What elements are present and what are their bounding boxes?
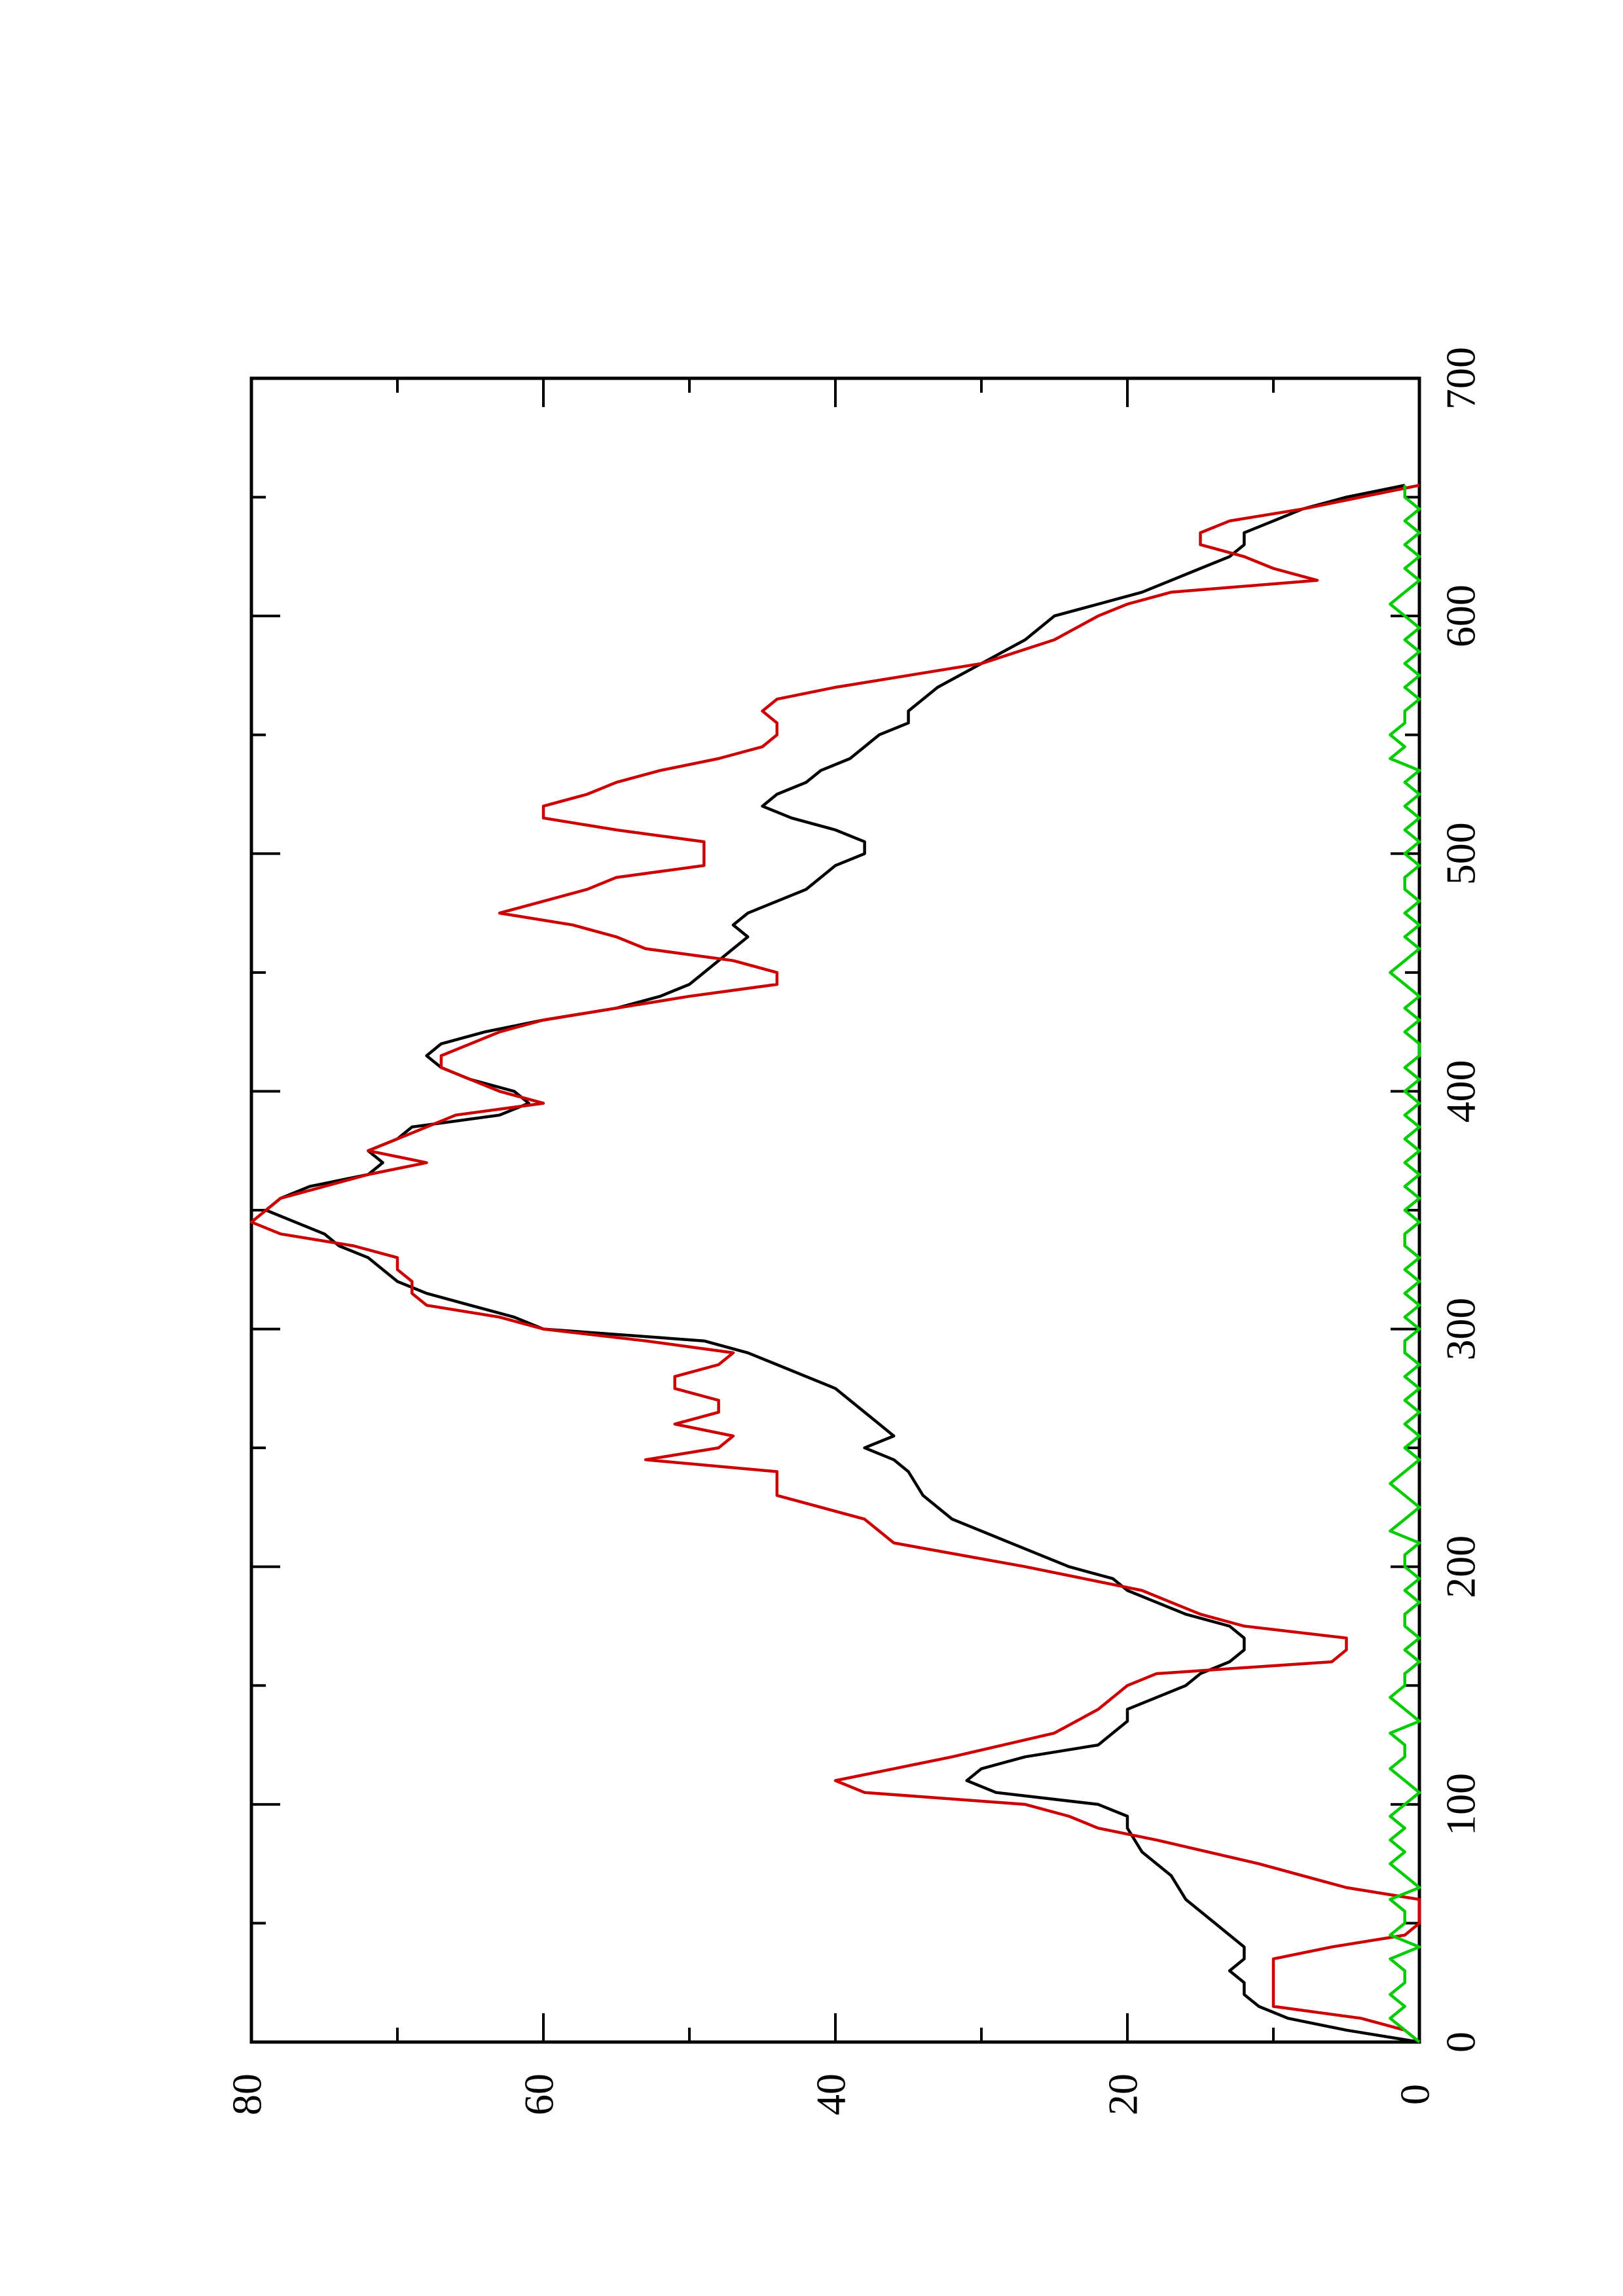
series-group (249, 484, 1421, 2044)
y-tick-label: 20 (1100, 2073, 1146, 2115)
y-tick-label: 60 (516, 2073, 562, 2115)
x-tick-label: 200 (1438, 1535, 1484, 1598)
y-tick-label: 0 (1392, 2084, 1438, 2105)
x-tick-label: 600 (1438, 584, 1484, 647)
series-line-1 (264, 484, 1420, 2044)
x-tick-label: 0 (1438, 2032, 1484, 2053)
y-tick-label: 40 (808, 2073, 854, 2115)
x-tick-label: 400 (1438, 1060, 1484, 1122)
x-tick-label: 100 (1438, 1773, 1484, 1836)
axis-tick-labels: 0 100 200 300 400 500 600 700 0 20 40 60 80 (224, 347, 1484, 2115)
series-line-2 (249, 484, 1421, 2043)
x-tick-label: 500 (1438, 822, 1484, 885)
x-tick-label: 300 (1438, 1298, 1484, 1361)
series-line-3 (1389, 485, 1421, 2043)
plot-frame (249, 376, 1421, 2044)
axis-ticks (250, 377, 1421, 2043)
y-tick-label: 80 (224, 2073, 270, 2115)
x-tick-label: 700 (1438, 347, 1484, 410)
